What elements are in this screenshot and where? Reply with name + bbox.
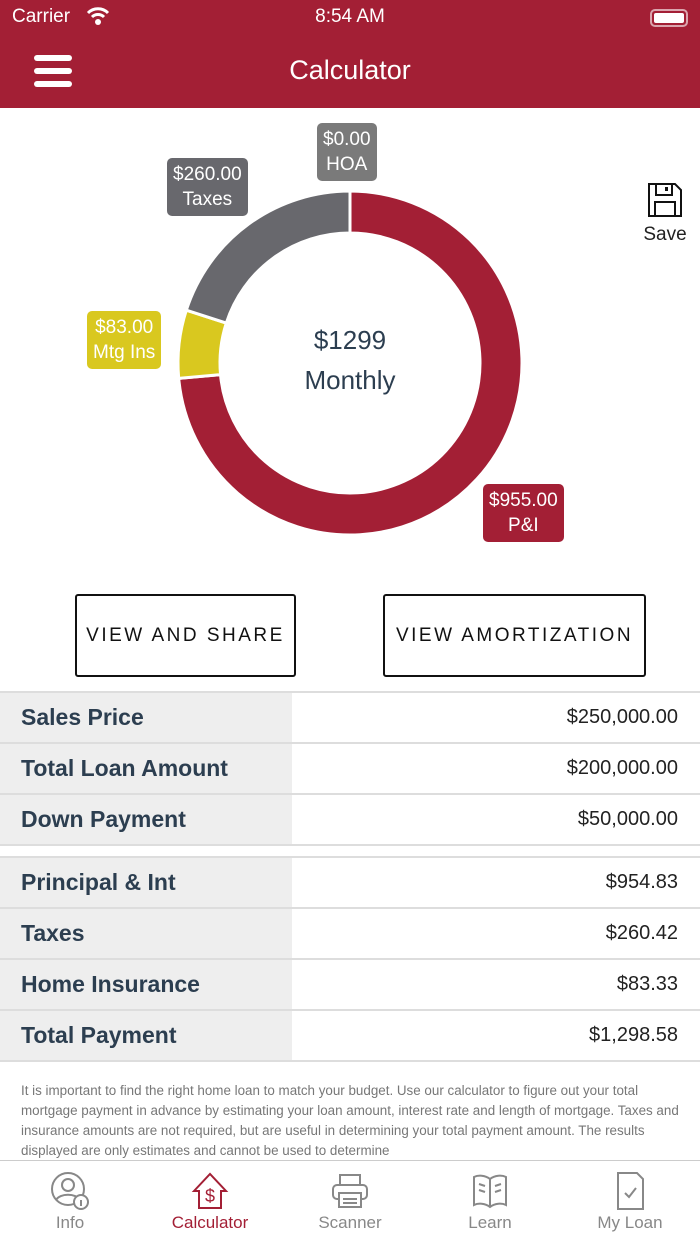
slice-label-mtg-ins: $83.00 Mtg Ins — [87, 311, 162, 369]
row-value[interactable]: $250,000.00 — [566, 706, 678, 728]
house-dollar-icon: $ — [191, 1172, 229, 1209]
book-icon — [473, 1174, 507, 1209]
tab-label: Info — [55, 1213, 85, 1232]
battery-icon — [650, 9, 688, 27]
save-button[interactable]: Save — [636, 182, 694, 246]
donut-slice-p-i — [177, 189, 524, 537]
view-amortization-button[interactable]: VIEW AMORTIZATION — [383, 594, 646, 677]
payment-donut-chart — [176, 189, 524, 537]
hamburger-menu-icon[interactable] — [34, 55, 72, 87]
table-row: Home Insurance $83.33 — [0, 960, 700, 1011]
tab-label: My Loan — [597, 1213, 663, 1232]
monthly-total: $1299 — [313, 325, 387, 355]
monthly-label: Monthly — [304, 365, 396, 395]
row-label: Principal & Int — [0, 858, 292, 907]
row-label: Sales Price — [0, 693, 292, 742]
tab-label: Calculator — [171, 1213, 249, 1232]
payment-table: Principal & Int $954.83 Taxes $260.42 Home… — [0, 856, 700, 1062]
tab-scanner[interactable]: Scanner — [280, 1161, 420, 1244]
table-row: Principal & Int $954.83 — [0, 858, 700, 909]
table-row: Total Loan Amount $200,000.00 — [0, 744, 700, 795]
row-label: Taxes — [0, 909, 292, 958]
donut-center: $1299 Monthly — [250, 320, 450, 400]
tab-my-loan[interactable]: My Loan — [560, 1161, 700, 1244]
row-value[interactable]: $50,000.00 — [577, 808, 678, 830]
donut-slice-taxes — [184, 189, 352, 325]
table-row: Taxes $260.42 — [0, 909, 700, 960]
document-check-icon — [617, 1172, 644, 1210]
row-value: $954.83 — [605, 871, 678, 893]
nav-bar: Carrier 8:54 AM Calculator — [0, 0, 700, 108]
svg-text:$: $ — [205, 1186, 215, 1206]
tab-label: Scanner — [318, 1213, 382, 1232]
table-row: Sales Price $250,000.00 — [0, 693, 700, 744]
carrier-label: Carrier — [12, 6, 71, 27]
row-value: $260.42 — [605, 922, 678, 944]
save-label: Save — [643, 224, 687, 245]
slice-label-pi: $955.00 P&I — [483, 484, 564, 542]
page-title: Calculator — [289, 55, 411, 85]
clock: 8:54 AM — [315, 6, 385, 27]
slice-label-hoa: $0.00 HOA — [317, 123, 377, 181]
row-value: $1,298.58 — [589, 1024, 678, 1046]
wifi-icon — [86, 7, 110, 25]
disclaimer-text: It is important to find the right home l… — [21, 1083, 679, 1158]
row-label: Home Insurance — [0, 960, 292, 1009]
row-value[interactable]: $200,000.00 — [566, 757, 678, 779]
save-icon — [648, 183, 682, 217]
slice-label-taxes: $260.00 Taxes — [167, 158, 248, 216]
loan-table: Sales Price $250,000.00 Total Loan Amount… — [0, 691, 700, 846]
tab-label: Learn — [468, 1213, 512, 1232]
view-and-share-button[interactable]: VIEW AND SHARE — [75, 594, 296, 677]
tab-learn[interactable]: Learn — [420, 1161, 560, 1244]
row-value: $83.33 — [616, 973, 678, 995]
row-label: Down Payment — [0, 795, 292, 844]
row-label: Total Loan Amount — [0, 744, 292, 793]
tab-info[interactable]: Info — [0, 1161, 140, 1244]
table-row: Total Payment $1,298.58 — [0, 1011, 700, 1062]
tab-bar: Info $ Calculator Scanner Learn My Loan — [0, 1160, 700, 1244]
printer-icon — [332, 1174, 368, 1208]
user-info-icon — [51, 1172, 89, 1210]
table-row: Down Payment $50,000.00 — [0, 795, 700, 846]
tab-calculator[interactable]: $ Calculator — [140, 1161, 280, 1244]
row-label: Total Payment — [0, 1011, 292, 1060]
